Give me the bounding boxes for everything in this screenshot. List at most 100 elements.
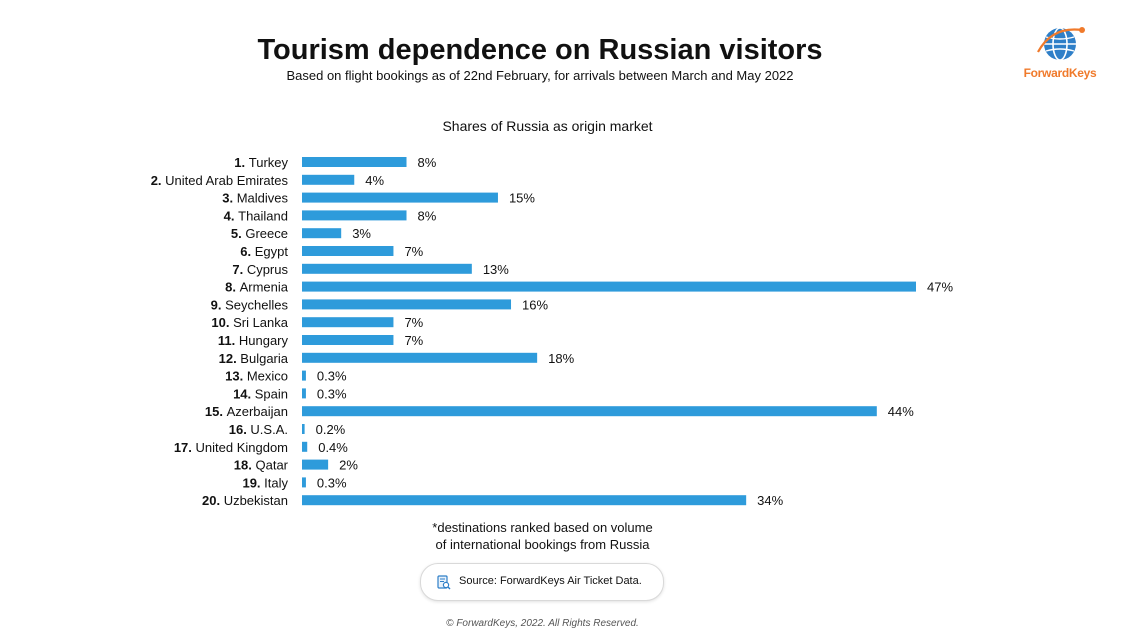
category-rank: 17. (174, 440, 196, 455)
category-label: 7. Cyprus (232, 262, 288, 277)
category-name: Thailand (238, 208, 288, 223)
category-label: 11. Hungary (218, 333, 289, 348)
category-label: 3. Maldives (222, 191, 288, 206)
bar (302, 477, 306, 488)
category-rank: 9. (211, 297, 225, 312)
value-label: 18% (548, 351, 574, 366)
page-title: Tourism dependence on Russian visitors (257, 34, 823, 66)
bar (302, 370, 306, 381)
bar (302, 441, 308, 452)
category-label: 10. Sri Lanka (211, 315, 288, 330)
category-name: Cyprus (247, 262, 289, 277)
document-search-icon (437, 575, 451, 590)
category-name: Seychelles (225, 297, 288, 312)
bar (302, 228, 342, 239)
category-name: Mexico (247, 369, 288, 384)
value-label: 0.3% (317, 475, 347, 490)
bar (302, 192, 498, 203)
category-rank: 18. (234, 458, 256, 473)
category-rank: 4. (224, 208, 238, 223)
category-rank: 10. (211, 315, 233, 330)
bar (302, 210, 407, 221)
category-label: 18. Qatar (234, 458, 289, 473)
globe-icon (1037, 27, 1085, 61)
category-name: Qatar (255, 458, 288, 473)
value-label: 7% (404, 244, 423, 259)
bar (302, 246, 394, 256)
value-label: 15% (509, 191, 535, 206)
bar (302, 424, 305, 434)
bar (302, 406, 877, 417)
value-label: 3% (352, 226, 371, 241)
category-name: Bulgaria (240, 351, 288, 366)
value-label: 13% (483, 262, 509, 277)
value-label: 34% (757, 493, 783, 508)
bar (302, 157, 407, 167)
category-label: 19. Italy (242, 475, 288, 490)
bar (302, 263, 472, 274)
category-name: U.S.A. (250, 422, 288, 437)
category-rank: 11. (218, 333, 239, 348)
category-rank: 12. (219, 351, 241, 366)
footnote: *destinations ranked based on volume of … (0, 519, 1085, 553)
source-badge: Source: ForwardKeys Air Ticket Data. (420, 563, 664, 601)
category-label: 20. Uzbekistan (202, 493, 288, 508)
category-name: Spain (255, 386, 288, 401)
chart-title: Shares of Russia as origin market (442, 118, 653, 134)
value-label: 47% (927, 280, 953, 295)
category-label: 15. Azerbaijan (205, 404, 288, 419)
bar (302, 317, 394, 328)
category-rank: 2. (151, 173, 165, 188)
bar (302, 495, 747, 506)
category-rank: 8. (225, 280, 239, 295)
category-rank: 5. (231, 226, 245, 241)
bar (302, 174, 355, 185)
logo-text: ForwardKeys (1023, 66, 1097, 80)
category-rank: 6. (240, 244, 254, 259)
category-name: Italy (264, 475, 288, 490)
category-name: Uzbekistan (224, 493, 288, 508)
bar (302, 281, 916, 292)
value-label: 0.4% (318, 440, 348, 455)
source-text: Source: ForwardKeys Air Ticket Data. (459, 575, 642, 587)
category-rank: 19. (242, 475, 264, 490)
category-label: 8. Armenia (225, 280, 289, 295)
category-rank: 20. (202, 493, 224, 508)
category-name: Maldives (237, 191, 289, 206)
value-label: 7% (404, 333, 423, 348)
bar (302, 299, 512, 310)
bar (302, 388, 306, 399)
footnote-line-2: of international bookings from Russia (435, 537, 650, 552)
category-name: United Kingdom (196, 440, 289, 455)
value-label: 7% (404, 315, 423, 330)
value-label: 0.2% (316, 422, 346, 437)
value-label: 2% (339, 458, 358, 473)
category-name: Armenia (240, 280, 289, 295)
category-name: Hungary (239, 333, 289, 348)
category-label: 16. U.S.A. (229, 422, 288, 437)
category-rank: 14. (233, 386, 255, 401)
category-rank: 13. (225, 369, 247, 384)
category-label: 12. Bulgaria (219, 351, 289, 366)
category-label: 2. United Arab Emirates (151, 173, 289, 188)
category-label: 4. Thailand (224, 208, 288, 223)
bar (302, 459, 329, 470)
category-name: Sri Lanka (233, 315, 289, 330)
value-label: 8% (418, 155, 437, 170)
category-label: 5. Greece (231, 226, 288, 241)
category-name: Turkey (249, 155, 289, 170)
copyright: © ForwardKeys, 2022. All Rights Reserved… (446, 618, 639, 629)
footnote-line-1: *destinations ranked based on volume (432, 520, 653, 535)
value-label: 16% (522, 297, 548, 312)
category-label: 17. United Kingdom (174, 440, 288, 455)
value-label: 4% (365, 173, 384, 188)
category-rank: 1. (234, 155, 248, 170)
category-label: 6. Egypt (240, 244, 288, 259)
category-name: United Arab Emirates (165, 173, 288, 188)
category-name: Egypt (255, 244, 289, 259)
bar (302, 352, 538, 363)
value-label: 44% (888, 404, 914, 419)
value-label: 0.3% (317, 386, 347, 401)
bar (302, 335, 394, 345)
